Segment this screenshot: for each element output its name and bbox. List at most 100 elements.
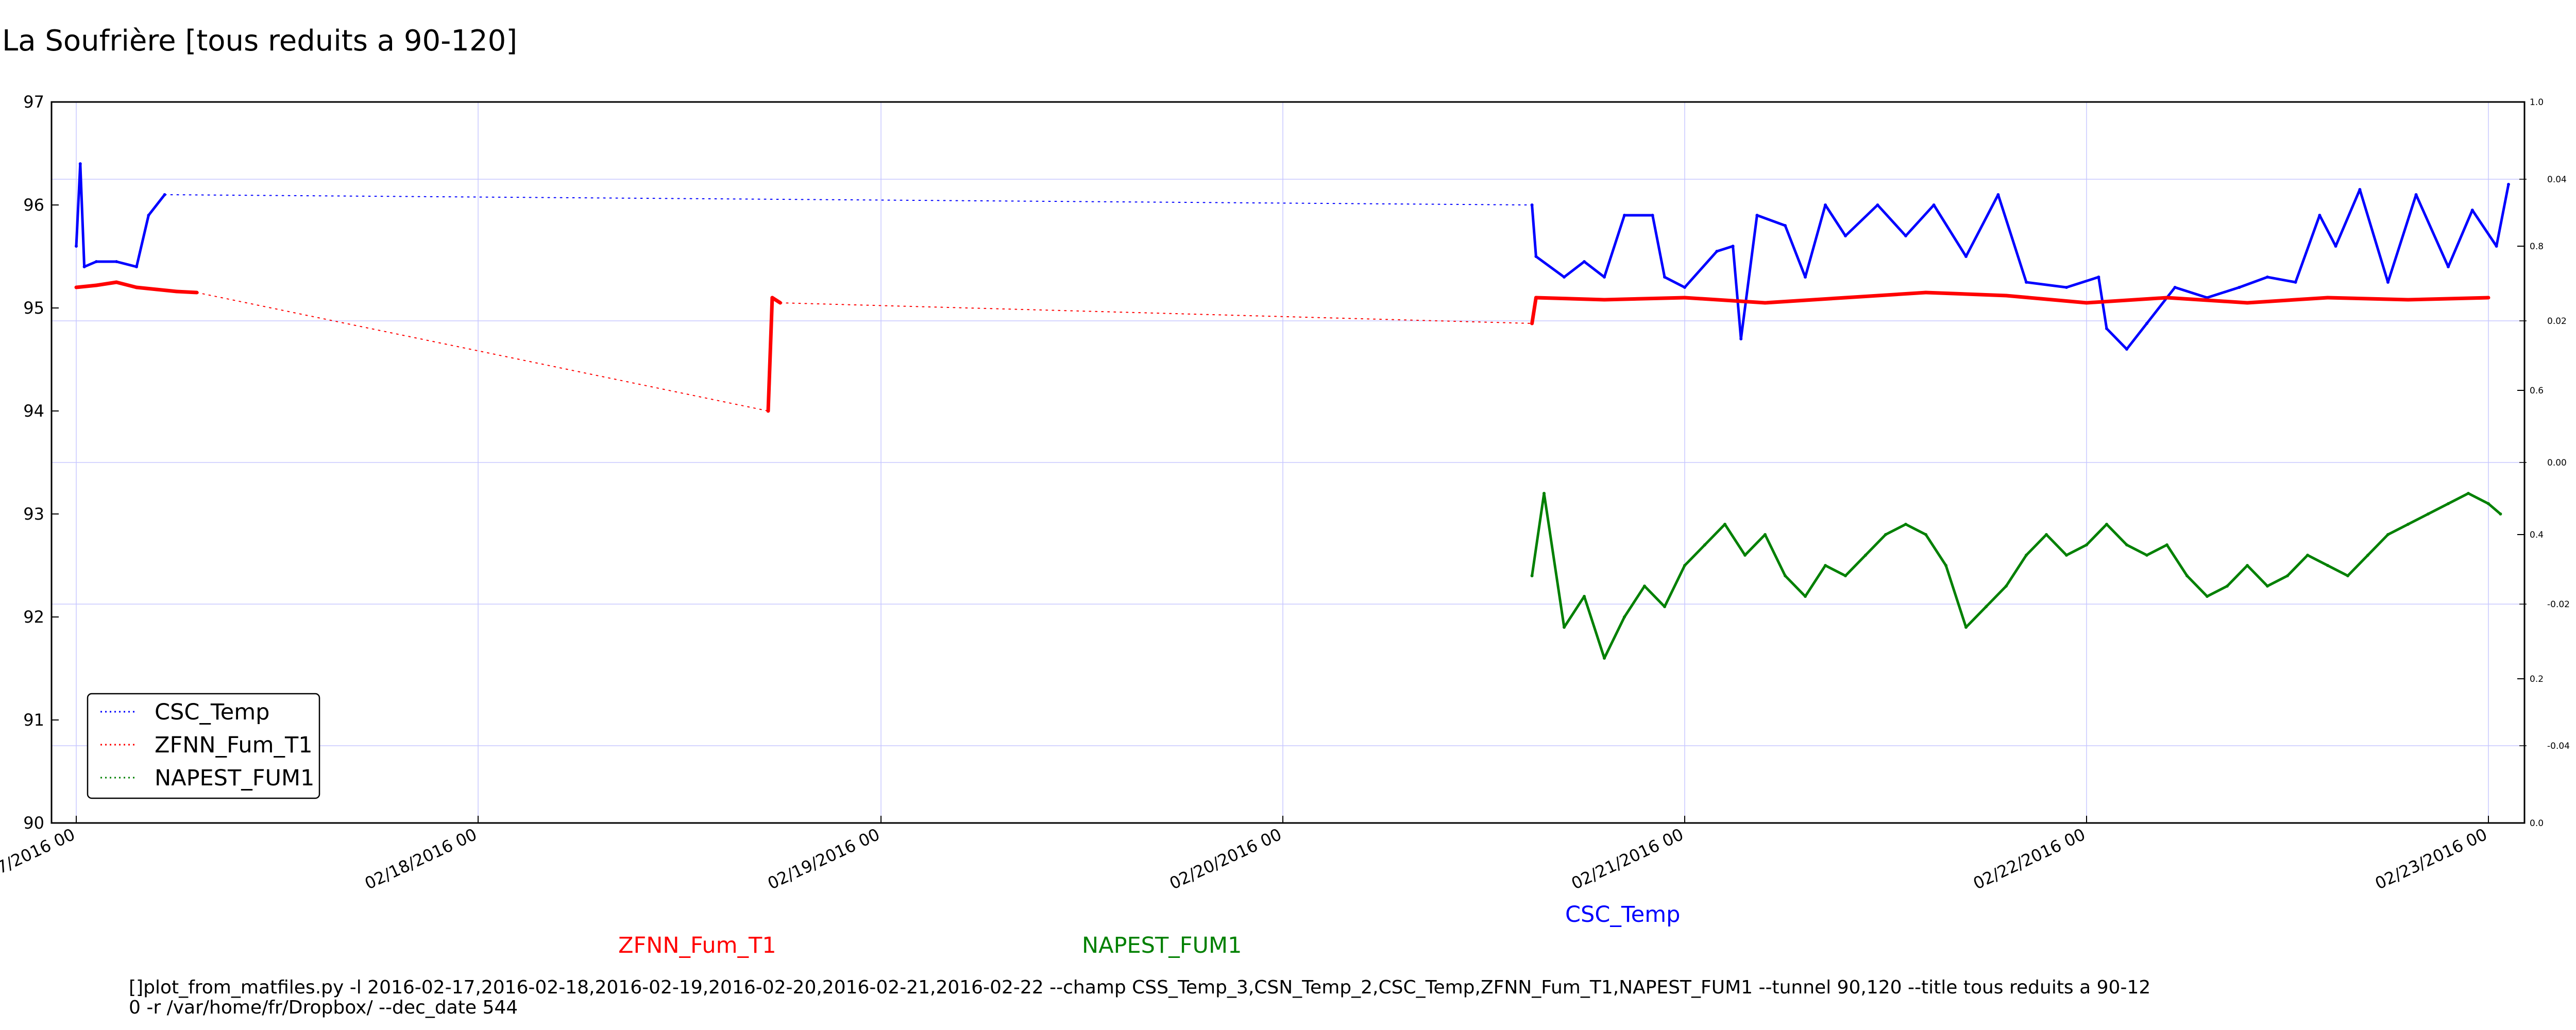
x-tick-label: 02/23/2016 00 (2372, 825, 2490, 894)
series-segment (2246, 564, 2269, 588)
series-segment (2174, 286, 2209, 299)
series-segment (2238, 276, 2269, 289)
data-point (163, 193, 166, 196)
series-segment (2447, 492, 2470, 505)
data-point (135, 265, 138, 268)
data-point (1534, 296, 1538, 299)
series-segment (1843, 290, 1928, 300)
data-point (1563, 626, 1566, 629)
data-point (1824, 564, 1827, 567)
data-point (1683, 296, 1686, 299)
data-point (1904, 523, 1907, 526)
series-segment (1864, 533, 1887, 557)
data-point (1985, 605, 1988, 608)
y2-tick-label: 0.0 (2530, 818, 2544, 829)
data-point (2358, 188, 2362, 191)
data-point (2406, 523, 2410, 526)
series-segment (1743, 533, 1767, 557)
series-segment (1924, 533, 1947, 567)
data-point (2386, 533, 2389, 536)
series-segment (2145, 286, 2177, 325)
series-segment (2025, 281, 2068, 289)
series-csc-temp (75, 162, 2510, 351)
y-tick-label: 90 (23, 813, 44, 833)
series-segment (2415, 193, 2450, 268)
series-segment (94, 280, 118, 287)
x-tick-label: 02/17/2016 00 (0, 825, 78, 894)
series-segment (79, 162, 86, 268)
series-segment (2005, 554, 2028, 588)
data-point (1534, 255, 1538, 258)
data-point (1884, 533, 1887, 536)
data-point (155, 288, 158, 291)
data-point (1603, 657, 1606, 660)
y3-tick-label: 0.04 (2547, 175, 2567, 185)
series-segment (1683, 543, 1706, 567)
series-segment (770, 296, 782, 305)
series-segment (1944, 564, 1968, 629)
series-segment (2467, 492, 2490, 505)
data-point (2206, 595, 2209, 598)
y2-tick-label: 1.0 (2530, 97, 2544, 108)
series-segment (2105, 523, 2128, 546)
data-point (1623, 214, 1626, 217)
data-point (135, 286, 138, 289)
data-point (1904, 234, 1907, 237)
x-tick-label: 02/21/2016 00 (1568, 825, 1686, 894)
series-segment (1683, 250, 1718, 289)
data-point (1583, 260, 1586, 263)
series-segment (1964, 193, 1999, 258)
data-point (2266, 585, 2269, 588)
data-point (2366, 554, 2369, 557)
series-label-csc-temp: CSC_Temp (1565, 902, 1680, 928)
data-point (2005, 294, 2008, 297)
series-segment (2334, 188, 2361, 248)
series-segment (1763, 296, 1848, 305)
series-segment (2145, 543, 2168, 557)
y3-tick-label: -0.04 (2547, 741, 2570, 751)
series-segment (1904, 203, 1936, 237)
series-segment (2427, 502, 2450, 516)
y-axis: 90 91 92 93 94 95 96 97 (23, 92, 59, 833)
data-point (2145, 554, 2148, 557)
series-segment (115, 260, 138, 268)
series-segment (1703, 523, 1726, 546)
chart-title: La Soufrière [tous reduits a 90-120] (2, 24, 517, 58)
data-point (1743, 554, 1747, 557)
data-point (1603, 298, 1606, 301)
y-tick-label: 95 (23, 298, 44, 318)
data-point (1924, 291, 1927, 294)
data-point (1924, 533, 1927, 536)
data-point (2226, 585, 2229, 588)
series-segment (1534, 255, 1566, 279)
data-point (2487, 296, 2490, 299)
series-segment (175, 289, 199, 295)
series-segment (1884, 523, 1907, 536)
data-point (1530, 574, 1534, 577)
data-point (75, 286, 78, 289)
series-layer (74, 162, 2510, 660)
data-point (75, 245, 78, 248)
y-tick-label: 94 (23, 401, 44, 421)
data-point (1731, 245, 1735, 248)
data-point (2173, 286, 2177, 289)
data-point (1932, 203, 1936, 207)
series-segment (1904, 523, 1927, 536)
data-point (2085, 543, 2088, 546)
data-point (1844, 234, 1847, 237)
grid (52, 102, 2524, 823)
data-point (195, 291, 198, 294)
data-point (175, 290, 178, 293)
data-point (1563, 276, 1566, 279)
series-segment (1651, 214, 1666, 279)
series-segment (1603, 615, 1626, 660)
data-point (2005, 585, 2008, 588)
y-tick-label: 92 (23, 607, 44, 627)
series-segment (1844, 203, 1879, 237)
series-label-napest-fum1: NAPEST_FUM1 (1082, 933, 1242, 958)
data-point (2065, 286, 2068, 289)
series-segment (1824, 564, 1847, 577)
y-tick-label: 97 (23, 92, 44, 112)
data-point (2326, 296, 2329, 299)
data-point (2346, 574, 2349, 577)
